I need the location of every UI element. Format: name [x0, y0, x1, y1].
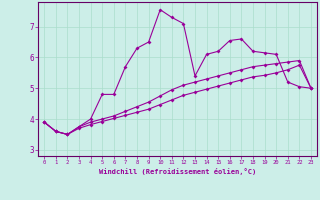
X-axis label: Windchill (Refroidissement éolien,°C): Windchill (Refroidissement éolien,°C) — [99, 168, 256, 175]
